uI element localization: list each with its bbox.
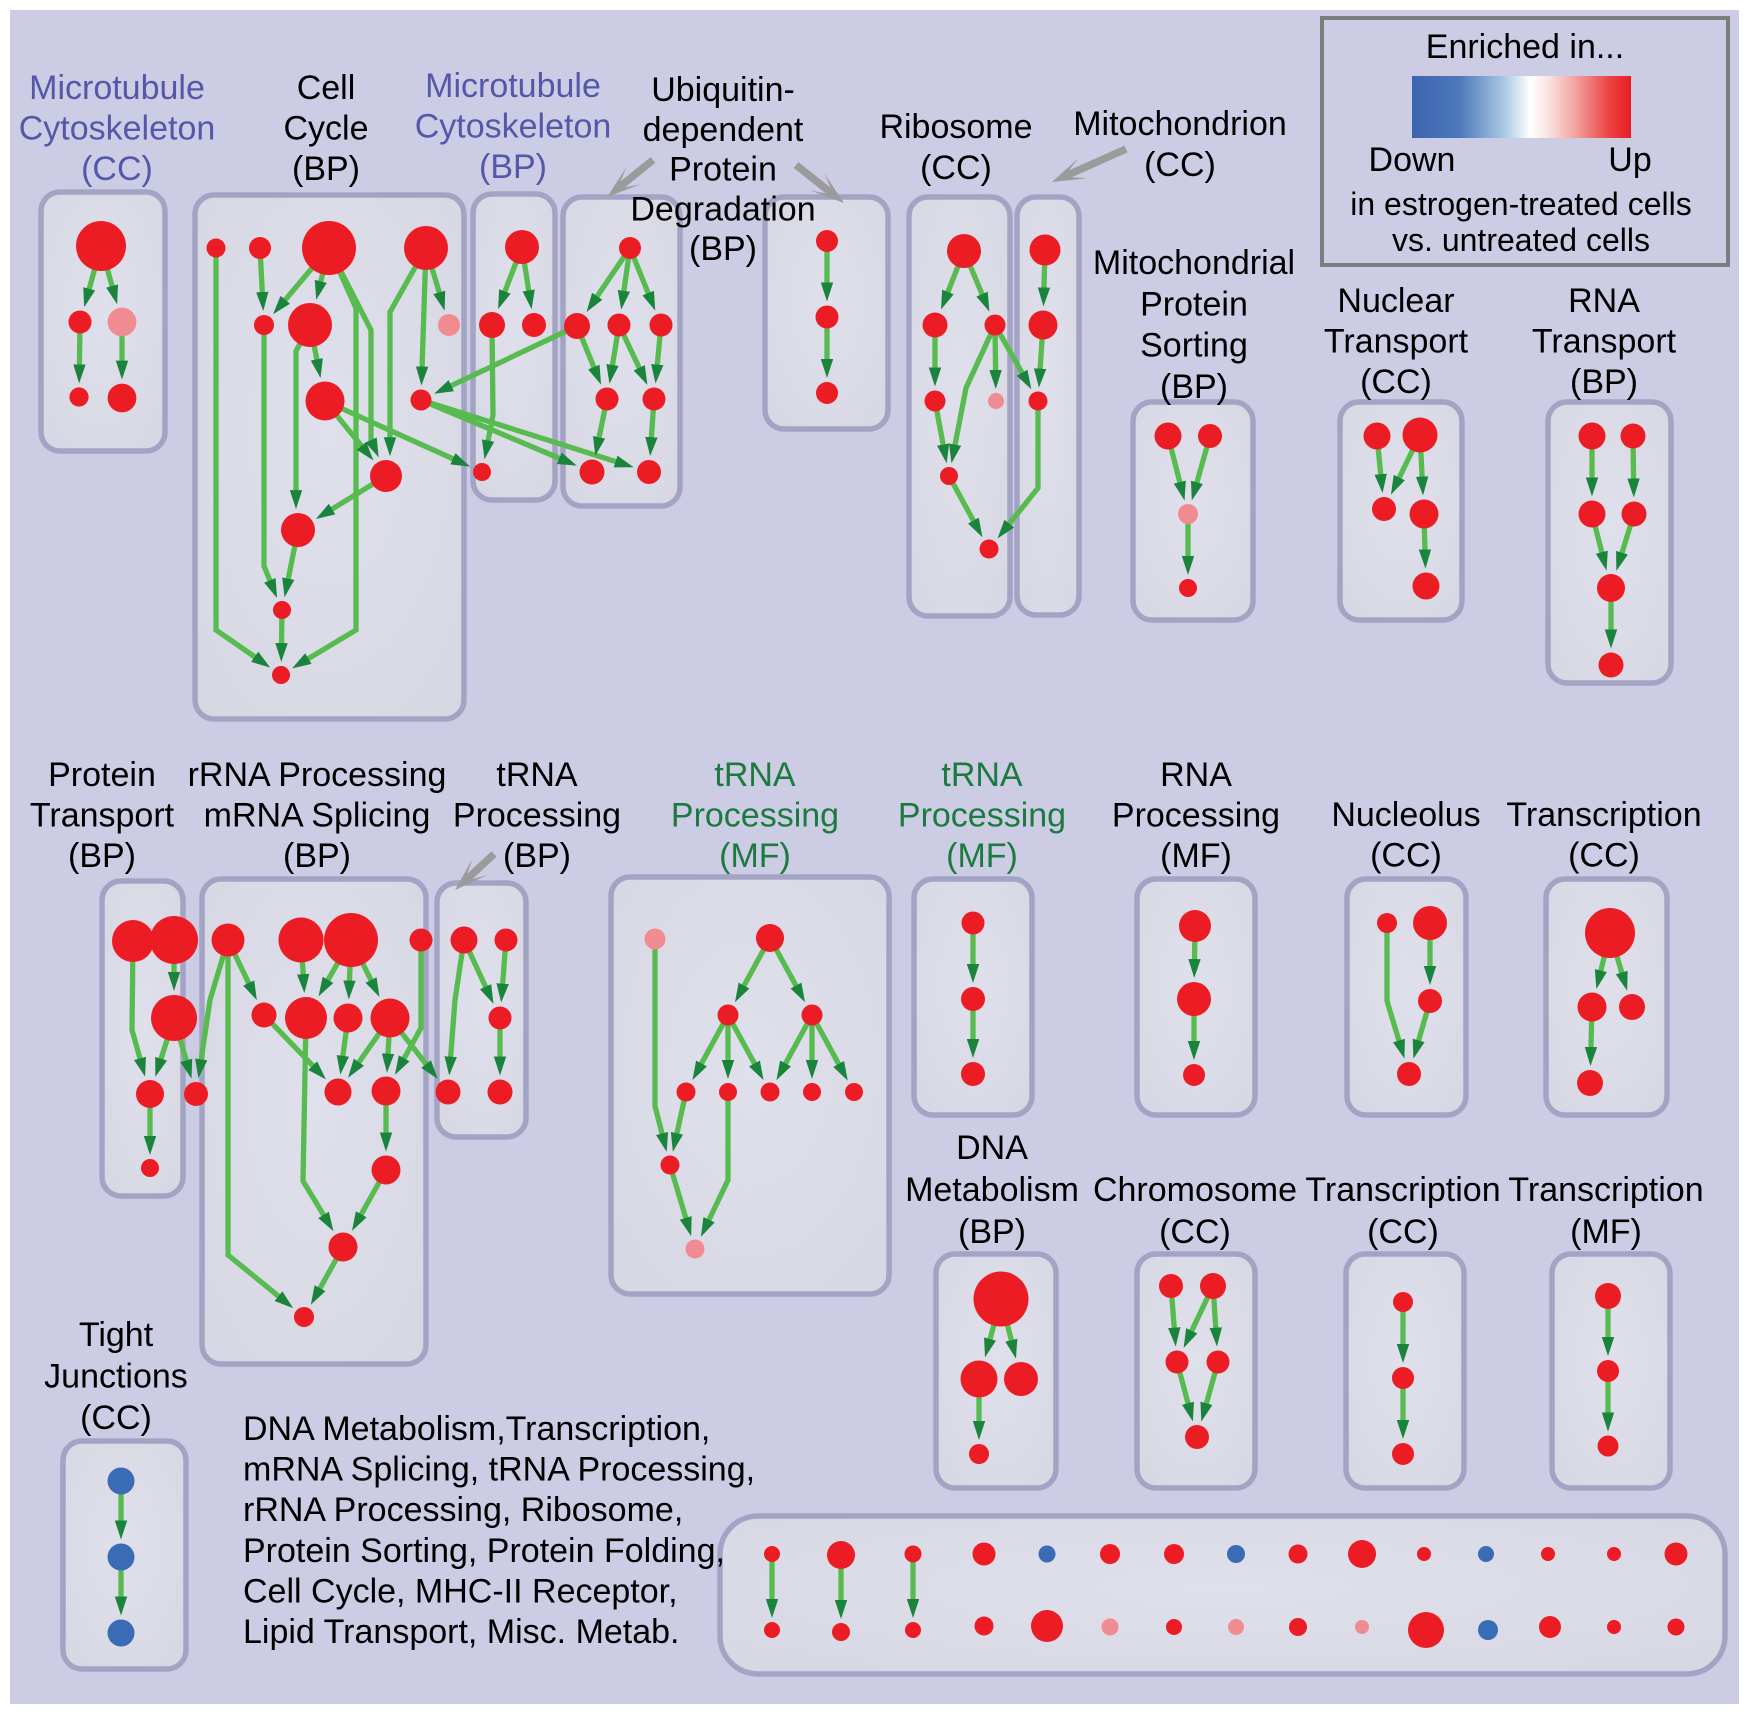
svg-text:(BP): (BP): [479, 148, 547, 186]
svg-text:Up: Up: [1608, 141, 1651, 179]
svg-text:mRNA Splicing, tRNA Processing: mRNA Splicing, tRNA Processing,: [243, 1451, 755, 1489]
svg-text:Microtubule: Microtubule: [425, 67, 601, 105]
svg-text:Transport: Transport: [1324, 323, 1469, 361]
svg-text:(BP): (BP): [689, 230, 757, 268]
svg-text:(CC): (CC): [1568, 837, 1640, 875]
svg-text:Processing: Processing: [1112, 797, 1280, 835]
svg-text:tRNA: tRNA: [496, 756, 578, 794]
svg-text:DNA: DNA: [956, 1129, 1028, 1167]
svg-text:Processing: Processing: [671, 797, 839, 835]
svg-text:Junctions: Junctions: [44, 1358, 188, 1396]
svg-text:(CC): (CC): [1159, 1213, 1231, 1251]
svg-text:Ubiquitin-: Ubiquitin-: [651, 71, 795, 109]
svg-text:Cell Cycle, MHC-II Receptor,: Cell Cycle, MHC-II Receptor,: [243, 1572, 678, 1610]
svg-text:Mitochondrial: Mitochondrial: [1093, 244, 1295, 282]
svg-text:Lipid Transport, Misc. Metab.: Lipid Transport, Misc. Metab.: [243, 1613, 680, 1651]
svg-text:Cell: Cell: [297, 69, 356, 107]
svg-text:Ribosome: Ribosome: [879, 108, 1032, 146]
svg-text:rRNA Processing: rRNA Processing: [188, 756, 447, 794]
svg-text:DNA Metabolism,Transcription,: DNA Metabolism,Transcription,: [243, 1410, 710, 1448]
svg-text:Protein: Protein: [669, 151, 777, 189]
svg-text:(CC): (CC): [1144, 146, 1216, 184]
svg-text:Cytoskeleton: Cytoskeleton: [415, 108, 612, 146]
svg-text:(CC): (CC): [920, 149, 992, 187]
svg-text:(MF): (MF): [946, 837, 1018, 875]
svg-text:(CC): (CC): [80, 1399, 152, 1437]
svg-text:(BP): (BP): [292, 150, 360, 188]
svg-text:Metabolism: Metabolism: [905, 1171, 1079, 1209]
svg-text:(MF): (MF): [1160, 837, 1232, 875]
svg-text:Transcription: Transcription: [1305, 1171, 1500, 1209]
svg-text:(BP): (BP): [68, 837, 136, 875]
svg-text:(BP): (BP): [283, 837, 351, 875]
svg-text:(CC): (CC): [1367, 1213, 1439, 1251]
svg-text:rRNA Processing, Ribosome,: rRNA Processing, Ribosome,: [243, 1491, 683, 1529]
svg-text:Cytoskeleton: Cytoskeleton: [19, 110, 216, 148]
svg-text:Protein: Protein: [48, 756, 156, 794]
svg-text:Protein: Protein: [1140, 285, 1248, 323]
svg-text:(CC): (CC): [1370, 837, 1442, 875]
svg-text:(BP): (BP): [1160, 368, 1228, 406]
svg-text:Processing: Processing: [453, 797, 621, 835]
svg-text:Chromosome: Chromosome: [1093, 1171, 1297, 1209]
svg-text:Nucleolus: Nucleolus: [1331, 796, 1480, 834]
svg-text:Enriched in...: Enriched in...: [1426, 28, 1624, 66]
svg-text:tRNA: tRNA: [941, 756, 1023, 794]
svg-text:Microtubule: Microtubule: [29, 69, 205, 107]
svg-text:vs. untreated cells: vs. untreated cells: [1392, 222, 1650, 258]
svg-text:Nuclear: Nuclear: [1337, 282, 1454, 320]
svg-text:Transcription: Transcription: [1506, 796, 1701, 834]
svg-text:Sorting: Sorting: [1140, 327, 1248, 365]
svg-text:Transport: Transport: [30, 797, 175, 835]
svg-text:Transcription: Transcription: [1508, 1171, 1703, 1209]
svg-text:Mitochondrion: Mitochondrion: [1073, 105, 1287, 143]
svg-text:(BP): (BP): [503, 837, 571, 875]
svg-text:(BP): (BP): [1570, 363, 1638, 401]
svg-text:mRNA Splicing: mRNA Splicing: [204, 797, 431, 835]
svg-text:(MF): (MF): [1570, 1213, 1642, 1251]
svg-text:(MF): (MF): [719, 837, 791, 875]
svg-text:tRNA: tRNA: [714, 756, 796, 794]
svg-text:RNA: RNA: [1568, 282, 1640, 320]
svg-text:(CC): (CC): [81, 150, 153, 188]
svg-text:in estrogen-treated cells: in estrogen-treated cells: [1350, 186, 1692, 222]
svg-text:Degradation: Degradation: [630, 190, 815, 228]
svg-text:Cycle: Cycle: [283, 110, 368, 148]
svg-text:Tight: Tight: [79, 1316, 154, 1354]
svg-text:Down: Down: [1369, 141, 1456, 179]
svg-text:(CC): (CC): [1360, 363, 1432, 401]
svg-text:(BP): (BP): [958, 1213, 1026, 1251]
svg-text:dependent: dependent: [643, 111, 804, 149]
svg-text:Protein Sorting, Protein Foldi: Protein Sorting, Protein Folding,: [243, 1532, 725, 1570]
svg-text:Processing: Processing: [898, 797, 1066, 835]
svg-text:Transport: Transport: [1532, 323, 1677, 361]
svg-text:RNA: RNA: [1160, 756, 1232, 794]
